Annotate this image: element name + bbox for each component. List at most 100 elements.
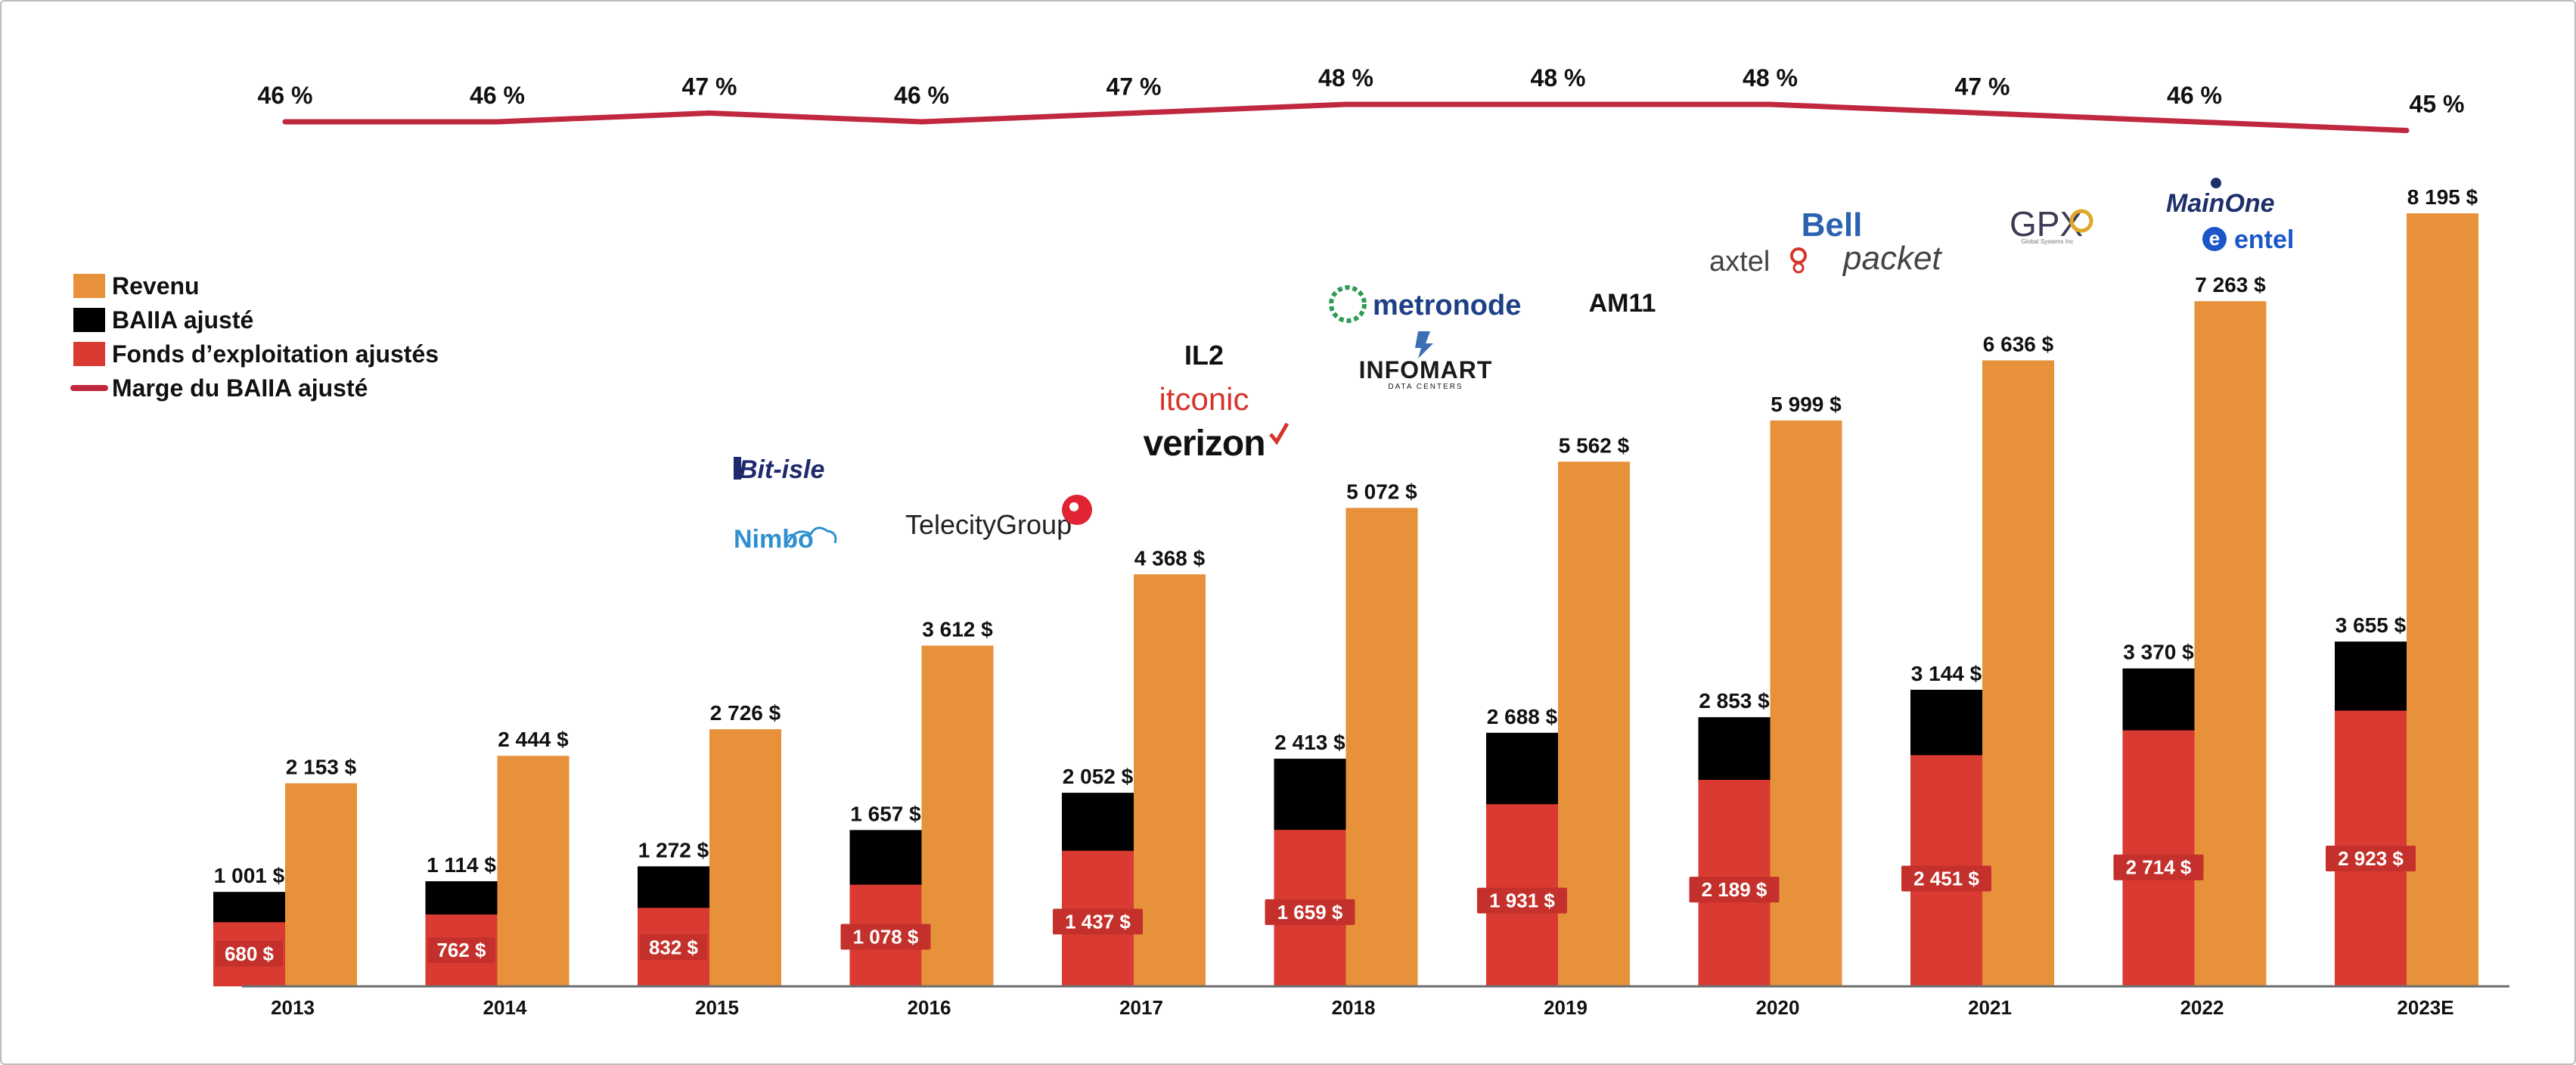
label-revenu-2018: 5 072 $ xyxy=(1346,480,1417,503)
logo-verizon: verizon xyxy=(1143,424,1265,464)
logo-axtel: axtel xyxy=(1709,246,1770,278)
logo-bell: Bell xyxy=(1802,206,1863,244)
label-baiia-2019: 2 688 $ xyxy=(1487,705,1558,728)
x-tick-2019: 2019 xyxy=(1544,996,1587,1019)
gpx-logo-mark xyxy=(2069,209,2093,233)
label-revenu-2020: 5 999 $ xyxy=(1771,393,1842,416)
label-revenu-2014: 2 444 $ xyxy=(498,728,569,751)
bar-revenu-2022 xyxy=(2194,301,2267,987)
label-baiia-2018: 2 413 $ xyxy=(1274,731,1345,754)
label-box-fonds-2013 xyxy=(216,940,283,967)
label-revenu-2013: 2 153 $ xyxy=(286,755,357,778)
logo-itconic: itconic xyxy=(1159,381,1249,417)
metronode-logo-mark xyxy=(1329,285,1367,323)
logo-bit-isle: Bit-isle xyxy=(739,455,824,484)
label-fonds-2019: 1 931 $ xyxy=(1489,890,1555,912)
label-box-fonds-2022 xyxy=(2113,854,2204,880)
logo-mainone: MainOne xyxy=(2166,189,2275,218)
logo-am11: AM11 xyxy=(1589,289,1656,318)
legend-swatch-0 xyxy=(73,274,105,298)
logo-gpx-sub: Global Systems Inc xyxy=(2022,238,2074,245)
label-fonds-2013: 680 $ xyxy=(225,942,275,965)
label-marge-2015: 47 % xyxy=(682,73,737,101)
label-fonds-2018: 1 659 $ xyxy=(1277,901,1343,924)
label-box-fonds-2015 xyxy=(640,934,707,961)
label-fonds-2020: 2 189 $ xyxy=(1702,878,1768,901)
entel-logo-mark xyxy=(2202,227,2227,251)
label-box-fonds-2014 xyxy=(427,937,495,964)
label-marge-2022: 46 % xyxy=(2167,82,2222,109)
infomart-logo-mark xyxy=(1415,331,1433,359)
label-baiia-2022: 3 370 $ xyxy=(2123,641,2194,664)
label-marge-2023E: 45 % xyxy=(2410,91,2465,118)
logo-nimbo: Nimbo xyxy=(734,525,814,554)
bar-revenu-2014 xyxy=(497,756,570,986)
x-tick-2016: 2016 xyxy=(908,996,951,1019)
label-baiia-2013: 1 001 $ xyxy=(214,864,285,887)
label-box-fonds-2017 xyxy=(1053,908,1143,935)
legend-swatch-1 xyxy=(73,308,105,332)
label-marge-2013: 46 % xyxy=(258,82,313,109)
label-baiia-2021: 3 144 $ xyxy=(1911,662,1982,685)
x-tick-2014: 2014 xyxy=(483,996,527,1019)
cloud-icon xyxy=(787,526,837,544)
label-box-fonds-2021 xyxy=(1901,865,1991,892)
axtel-logo-mark-2 xyxy=(1792,262,1805,274)
label-revenu-2017: 4 368 $ xyxy=(1134,546,1206,570)
logo-infomart: INFOMART xyxy=(1359,356,1493,383)
label-fonds-2016: 1 078 $ xyxy=(853,926,919,949)
label-baiia-2017: 2 052 $ xyxy=(1063,765,1134,788)
label-box-fonds-2020 xyxy=(1689,877,1780,903)
x-tick-2021: 2021 xyxy=(1968,996,2012,1019)
label-fonds-2014: 762 $ xyxy=(436,939,486,961)
x-tick-2020: 2020 xyxy=(1756,996,1800,1019)
label-marge-2020: 48 % xyxy=(1743,64,1798,92)
label-box-fonds-2023E xyxy=(2326,845,2416,871)
bar-revenu-2021 xyxy=(1982,360,2054,986)
legend-label-3: Marge du BAIIA ajusté xyxy=(112,374,368,402)
bar-revenu-2018 xyxy=(1345,508,1418,986)
label-baiia-2020: 2 853 $ xyxy=(1699,689,1770,713)
logo-il2: IL2 xyxy=(1184,340,1224,371)
label-revenu-2015: 2 726 $ xyxy=(710,701,781,725)
logo-entel: entel xyxy=(2234,225,2294,254)
entel-logo-letter: e xyxy=(2209,227,2220,250)
label-revenu-2019: 5 562 $ xyxy=(1559,433,1630,457)
bar-revenu-2017 xyxy=(1134,574,1206,986)
label-revenu-2023E: 8 195 $ xyxy=(2407,185,2478,209)
x-tick-2013: 2013 xyxy=(271,996,315,1019)
legend-label-0: Revenu xyxy=(112,272,200,300)
label-marge-2014: 46 % xyxy=(470,82,525,109)
x-tick-2018: 2018 xyxy=(1332,996,1376,1019)
line-marge-baiia xyxy=(282,101,2410,133)
label-baiia-2023E: 3 655 $ xyxy=(2335,613,2407,637)
legend-swatch-2 xyxy=(73,342,105,366)
label-box-fonds-2016 xyxy=(840,924,931,950)
legend-label-2: Fonds d’exploitation ajustés xyxy=(112,340,439,368)
label-fonds-2017: 1 437 $ xyxy=(1065,910,1131,933)
label-fonds-2023E: 2 923 $ xyxy=(2338,847,2404,870)
logo-metronode: metronode xyxy=(1373,290,1521,321)
bar-revenu-2019 xyxy=(1558,461,1630,986)
label-fonds-2021: 2 451 $ xyxy=(1913,867,1979,890)
bar-revenu-2015 xyxy=(709,729,781,986)
label-box-fonds-2018 xyxy=(1265,899,1355,925)
logo-telecitygroup: TelecityGroup xyxy=(905,509,1072,540)
mainone-logo-mark xyxy=(2211,178,2221,188)
x-tick-2022: 2022 xyxy=(2180,996,2224,1019)
bitisle-logo-mark xyxy=(734,457,741,480)
label-fonds-2022: 2 714 $ xyxy=(2126,856,2192,879)
label-revenu-2022: 7 263 $ xyxy=(2195,273,2266,297)
logo-infomart-sub: DATA CENTERS xyxy=(1388,383,1463,391)
legend-label-1: BAIIA ajusté xyxy=(112,306,253,334)
verizon-check-icon xyxy=(1269,422,1290,446)
label-revenu-2021: 6 636 $ xyxy=(1983,332,2054,356)
bar-revenu-2013 xyxy=(285,783,357,986)
x-tick-2015: 2015 xyxy=(695,996,739,1019)
bar-revenu-2023E xyxy=(2407,213,2478,986)
label-marge-2017: 47 % xyxy=(1106,73,1162,101)
telecity-logo-dot xyxy=(1069,502,1079,511)
label-fonds-2015: 832 $ xyxy=(649,936,699,958)
